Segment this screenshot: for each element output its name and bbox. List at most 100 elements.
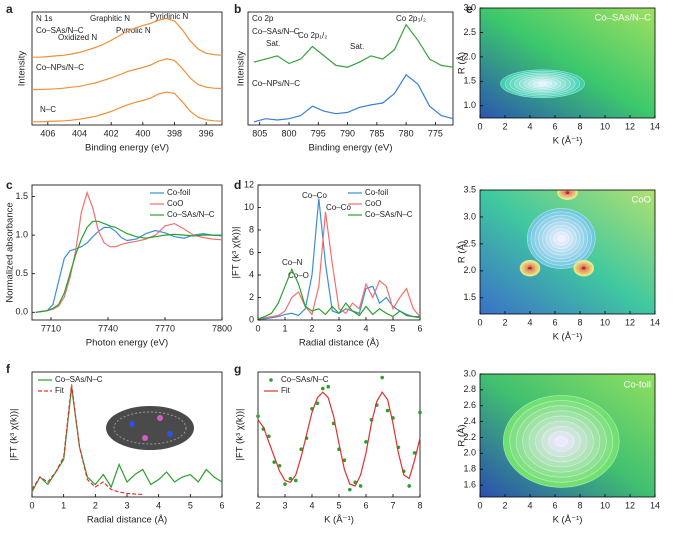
legend-label: Co–SAs/N–C [55, 375, 103, 384]
x-tick-label: 406 [40, 128, 55, 138]
series-line [32, 17, 223, 58]
annotation: Co–N [282, 258, 303, 267]
data-point [326, 384, 331, 389]
panel-letter: c [6, 178, 13, 192]
x-axis-label: Binding energy (eV) [309, 143, 393, 154]
x-tick-label: 0 [477, 500, 482, 510]
x-tick-label: 7770 [155, 323, 175, 333]
x-tick-label: 5 [390, 323, 395, 333]
y-tick-label: 3.5 [463, 184, 476, 194]
panel-letter: e [466, 2, 473, 16]
legend-label: CoO [167, 199, 183, 208]
data-point [385, 408, 390, 413]
x-tick-label: 10 [600, 500, 610, 510]
x-tick-label: 14 [650, 500, 660, 510]
y-tick-label: 1.5 [463, 292, 476, 302]
x-tick-label: 8 [577, 500, 582, 510]
contour-field [480, 8, 655, 118]
series-label: Co–SAs/N–C [252, 27, 300, 36]
legend-label: Co–SAs/N–C [365, 210, 413, 219]
y-tick-label: 2.6 [463, 400, 476, 410]
y-tick-label: 2.5 [463, 238, 476, 248]
x-axis-label: K (Å⁻¹) [324, 515, 354, 526]
annotation: Co–Co [326, 203, 351, 212]
x-tick-label: 7710 [41, 323, 61, 333]
x-tick-label: 4 [363, 323, 368, 333]
panel-letter: d [234, 178, 241, 192]
x-tick-label: 4 [527, 500, 532, 510]
panel: 2 3 4 5 6 7 8 K (Å⁻¹) |FT (k³ χ(k))| g Co–SAs/N–C F… [234, 362, 423, 525]
panel-label: Co–SAs/N–C [595, 13, 652, 24]
annotation: Co–Co [302, 191, 327, 200]
y-tick-label: 1.8 [463, 464, 476, 474]
y-axis-label: Intensity [236, 51, 247, 87]
series-line [31, 386, 223, 493]
panel: 0 1 2 3 4 5 6 Radial distance (Å) |FT (k³ χ(k))|… [6, 362, 225, 525]
contour-maximum [559, 439, 564, 443]
data-point [283, 482, 287, 486]
x-tick-label: 10 [600, 317, 610, 327]
legend-label: Co-foil [365, 188, 388, 197]
data-point [418, 410, 422, 415]
x-tick-label: 1 [282, 323, 287, 333]
series-label: N–C [40, 105, 56, 114]
x-tick-label: 12 [625, 121, 635, 131]
y-tick-label: 1.5 [463, 76, 476, 86]
y-tick-label: 0.5 [15, 268, 28, 278]
data-point [348, 487, 352, 492]
x-tick-label: 7800 [212, 323, 232, 333]
y-tick-label: 2.5 [463, 27, 476, 37]
y-tick-label: 10 [244, 202, 254, 212]
data-point [364, 440, 368, 444]
legend-label: Co-foil [167, 188, 190, 197]
y-tick-label: 12 [244, 179, 254, 189]
y-axis-label: R (Å) [457, 52, 468, 74]
x-tick-label: 6 [552, 121, 557, 131]
y-tick-label: 2.4 [463, 416, 476, 426]
series-line [257, 267, 420, 320]
annotation: N 1s [36, 14, 52, 23]
contour-maximum [540, 82, 545, 86]
data-point [315, 401, 320, 406]
data-point [407, 484, 412, 488]
x-tick-label: 2 [309, 323, 314, 333]
x-tick-label: 6 [417, 323, 422, 333]
x-tick-label: 6 [552, 500, 557, 510]
y-tick-label: 3.0 [463, 211, 476, 221]
panel-label: Co-foil [624, 380, 651, 391]
series-line [35, 220, 222, 313]
y-tick-label: 3.0 [463, 2, 476, 12]
series-line [257, 211, 421, 320]
data-point [272, 460, 277, 464]
contour-field [480, 190, 655, 314]
x-tick-label: 4 [156, 500, 161, 510]
y-axis-label: R (Å) [457, 424, 468, 446]
legend-label: Co–SAs/N–C [167, 210, 215, 219]
plot-frame [479, 7, 656, 119]
x-axis-label: Binding energy (eV) [85, 143, 169, 154]
y-tick-label: 2.0 [463, 51, 476, 61]
x-axis-label: K (Å⁻¹) [553, 515, 583, 526]
graphene-sheet [106, 406, 194, 450]
x-axis-label: K (Å⁻¹) [553, 136, 583, 147]
x-tick-label: 4 [527, 121, 532, 131]
x-tick-label: 805 [252, 128, 267, 138]
y-tick-label: 1.0 [463, 100, 476, 110]
series-line [32, 91, 223, 123]
data-point [321, 386, 325, 391]
legend-label: Fit [55, 386, 65, 395]
annotation: Pyridinic N [150, 12, 188, 21]
annotation: Co 2p [252, 14, 274, 23]
x-tick-label: 7 [390, 500, 395, 510]
x-axis-label: K (Å⁻¹) [553, 332, 583, 343]
x-axis-label: Radial distance (Å) [299, 338, 379, 349]
x-tick-label: 12 [625, 500, 635, 510]
annotation: Co 2p₁/₂ [298, 31, 327, 40]
data-point [294, 478, 298, 483]
plot-frame [31, 11, 223, 126]
panel: CoO 0 2 4 6 8 10 12 14 1.5 2.0 2.5 3.0 3.5 K (Å⁻¹) R (Å… [457, 184, 660, 342]
series-line [253, 23, 454, 68]
inset-structure [106, 406, 194, 450]
legend-swatch [269, 378, 273, 382]
data-point [358, 484, 363, 488]
